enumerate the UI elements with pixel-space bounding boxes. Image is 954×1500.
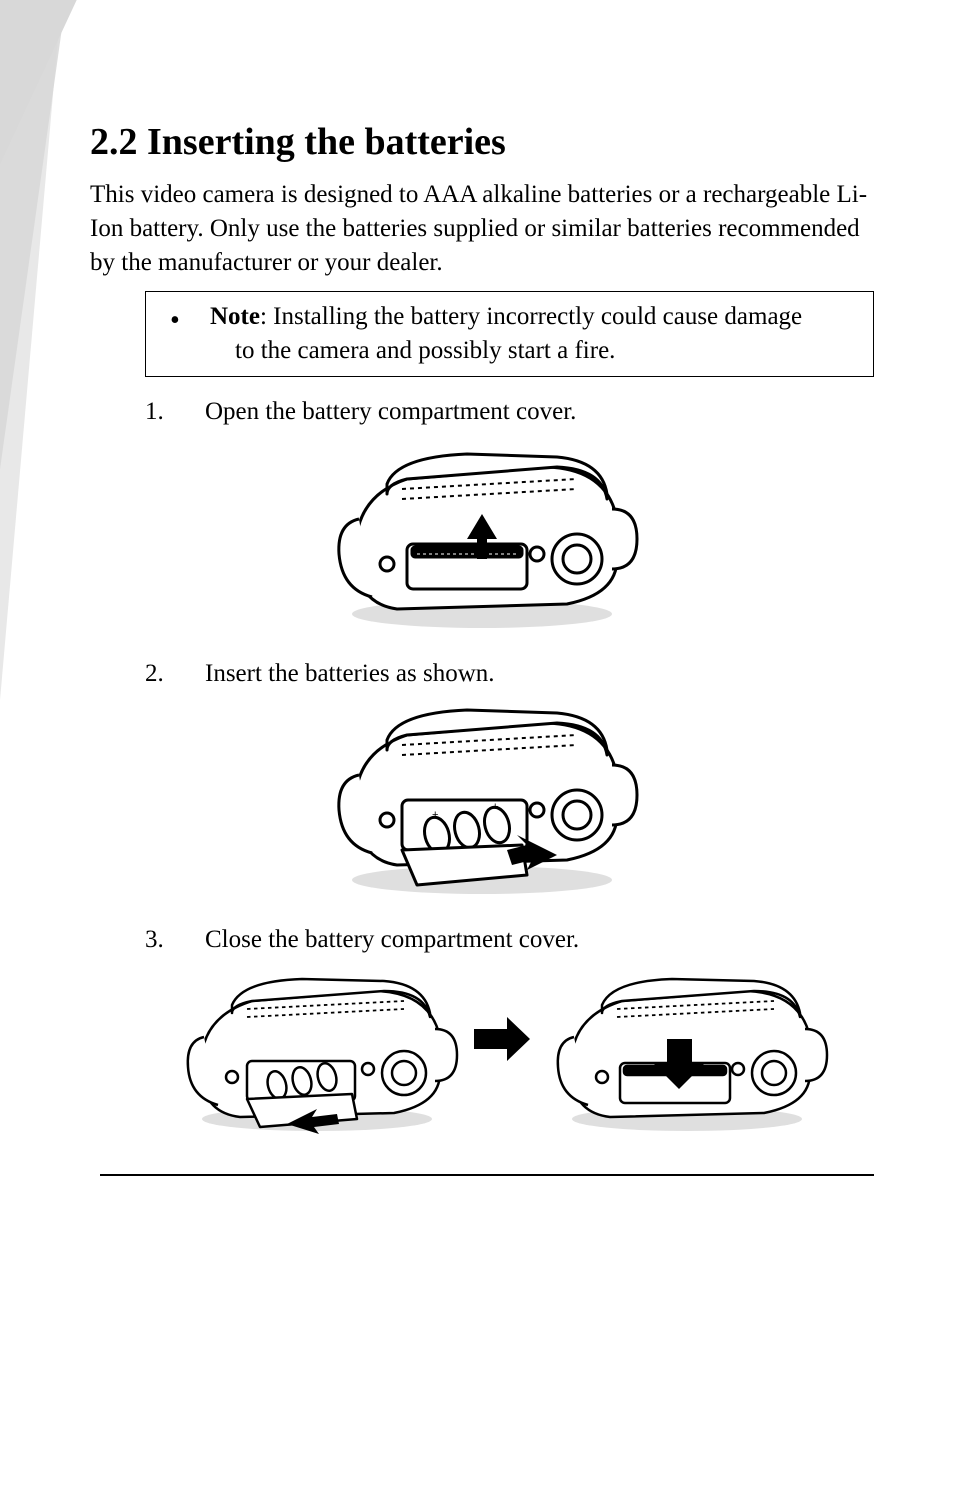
intro-paragraph: This video camera is designed to AAA alk… xyxy=(90,178,874,279)
camera-close-cover-left xyxy=(172,969,462,1139)
note-line1: Note: Installing the battery incorrectly… xyxy=(210,300,859,334)
svg-text:+: + xyxy=(432,809,438,821)
footer-rule xyxy=(100,1174,874,1176)
camera-open-cover-illustration xyxy=(317,439,647,639)
page-content: 2.2 Inserting the batteries This video c… xyxy=(0,0,954,1199)
svg-text:+: + xyxy=(492,801,498,813)
note-text-after: : Installing the battery incorrectly cou… xyxy=(260,303,802,330)
step-number: 3. xyxy=(145,923,205,957)
bullet-icon: • xyxy=(170,302,180,340)
camera-close-cover-right xyxy=(542,969,832,1139)
step-number: 2. xyxy=(145,657,205,691)
illustration-step2: + + − xyxy=(90,700,874,905)
step-number: 1. xyxy=(145,395,205,429)
arrow-right-icon xyxy=(472,1010,532,1099)
step-text: Open the battery compartment cover. xyxy=(205,395,874,429)
step-2: 2. Insert the batteries as shown. xyxy=(145,657,874,691)
step-text: Insert the batteries as shown. xyxy=(205,657,874,691)
step-1: 1. Open the battery compartment cover. xyxy=(145,395,874,429)
illustration-step3 xyxy=(90,969,874,1139)
note-label: Note xyxy=(210,303,260,330)
camera-insert-batteries-illustration: + + − xyxy=(317,700,647,905)
step-3: 3. Close the battery compartment cover. xyxy=(145,923,874,957)
note-box: • Note: Installing the battery incorrect… xyxy=(145,291,874,377)
step-text: Close the battery compartment cover. xyxy=(205,923,874,957)
section-heading: 2.2 Inserting the batteries xyxy=(90,120,874,164)
illustration-step1 xyxy=(90,439,874,639)
note-line2: to the camera and possibly start a fire. xyxy=(235,334,859,368)
